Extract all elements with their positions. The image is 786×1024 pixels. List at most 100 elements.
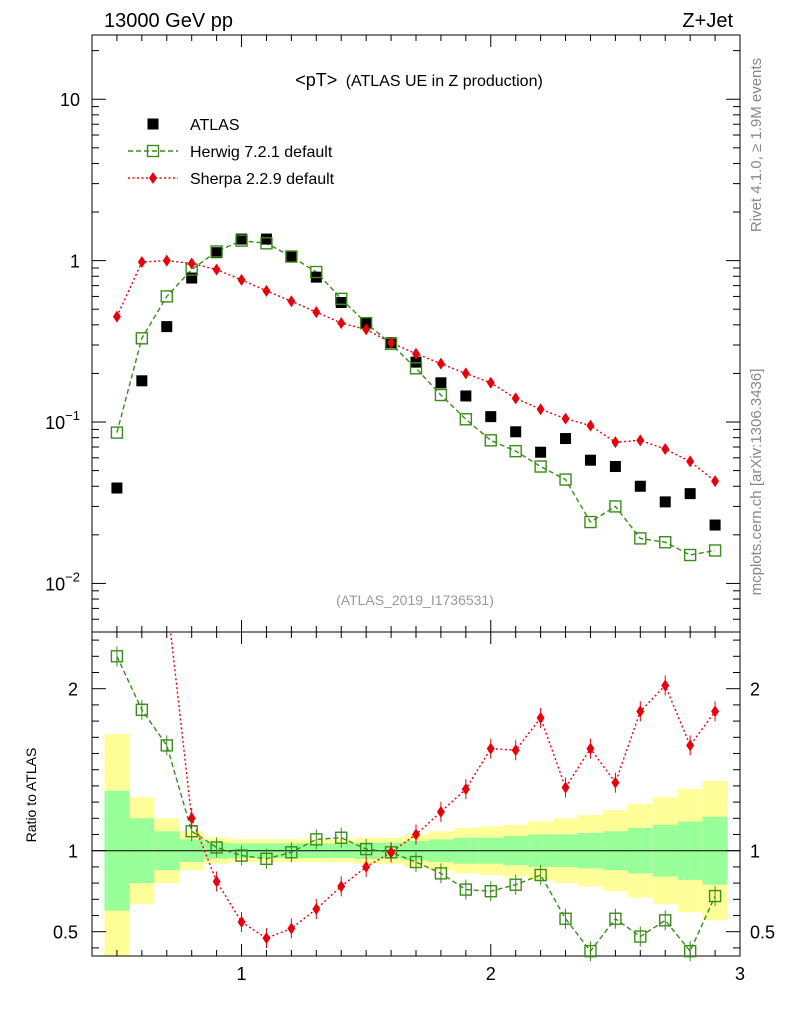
main-point	[711, 475, 720, 488]
ratio-point	[310, 833, 323, 846]
legend-label: ATLAS	[190, 117, 240, 134]
ratio-point	[459, 883, 473, 896]
main-point	[287, 295, 296, 308]
ratio-point	[285, 846, 298, 859]
ratio-point	[536, 711, 545, 724]
ratio-point	[312, 903, 321, 916]
main-point	[337, 317, 346, 330]
ratio-y-tick-label: 1	[68, 842, 78, 862]
ratio-point	[212, 875, 221, 888]
main-point	[312, 306, 321, 319]
main-series-line	[116, 259, 716, 482]
main-point	[210, 245, 223, 258]
main-point	[310, 265, 323, 279]
ratio-y-tick-label: 0.5	[53, 923, 78, 943]
ratio-y-tick-label-right: 1	[750, 842, 760, 862]
ratio-point	[534, 868, 547, 882]
ratio-point	[609, 912, 622, 925]
main-y-tick-label: 10−2	[45, 569, 80, 594]
ratio-point	[287, 922, 296, 935]
main-point	[659, 496, 671, 508]
ratio-point	[711, 705, 720, 718]
ratio-point	[237, 915, 246, 928]
tick-base: 10	[45, 413, 65, 433]
main-point	[112, 310, 121, 323]
main-point	[161, 321, 173, 333]
ratio-point	[511, 744, 520, 757]
main-point	[235, 234, 248, 247]
main-point	[485, 411, 497, 423]
ratio-y-tick-label: 2	[68, 680, 78, 700]
main-point	[285, 250, 298, 263]
tick-base: 10	[60, 90, 80, 110]
ratio-point	[708, 889, 722, 903]
main-point	[434, 388, 448, 402]
ratio-point	[210, 841, 223, 854]
main-point	[186, 272, 198, 284]
main-point	[611, 436, 620, 449]
main-point	[634, 532, 647, 545]
main-point	[509, 444, 522, 458]
main-point	[511, 392, 520, 405]
main-point	[460, 390, 472, 402]
main-point	[360, 317, 372, 329]
ratio-point	[262, 932, 271, 945]
main-point	[661, 443, 670, 456]
main-point	[584, 515, 597, 529]
main-point	[686, 455, 695, 468]
main-point	[484, 434, 497, 447]
main-point	[160, 290, 173, 303]
legend-label: Herwig 7.2.1 default	[190, 144, 333, 161]
legend-marker	[149, 172, 157, 184]
main-y-tick-label: 10−1	[45, 408, 80, 433]
tick-base: 1	[70, 252, 80, 272]
ratio-y-tick-label-right: 0.5	[750, 923, 775, 943]
main-point	[535, 446, 547, 458]
plot-title-main: <pT>	[295, 70, 337, 90]
main-y-tick-label: 10	[60, 90, 80, 110]
main-point	[659, 536, 672, 549]
ratio-point	[634, 930, 647, 943]
side-label-bottom: mcplots.cern.ch [arXiv:1306.3436]	[748, 369, 765, 596]
ratio-point	[160, 739, 173, 752]
ratio-series-line	[169, 632, 716, 939]
ratio-y-tick-label-right: 2	[750, 680, 760, 700]
main-point	[683, 548, 697, 562]
ratio-panel-frame	[91, 631, 741, 957]
ratio-point	[561, 781, 570, 794]
main-point	[335, 297, 347, 309]
header-right: Z+Jet	[682, 10, 733, 32]
ratio-point	[484, 885, 497, 898]
main-point	[409, 362, 423, 375]
main-point	[461, 367, 470, 380]
main-point	[584, 454, 596, 466]
ratio-point	[659, 914, 672, 927]
main-point	[609, 500, 622, 513]
plot-title: <pT> (ATLAS UE in Z production)	[295, 70, 543, 90]
main-point	[634, 480, 646, 492]
main-point	[486, 376, 495, 389]
legend-marker	[147, 118, 159, 130]
main-point	[459, 413, 473, 426]
ratio-point	[661, 679, 670, 692]
side-label-top: Rivet 4.1.0, ≥ 1.9M events	[748, 58, 765, 232]
tick-exponent: −1	[65, 408, 80, 423]
main-point	[636, 434, 645, 447]
ratio-point	[187, 812, 196, 825]
ratio-point	[335, 831, 348, 844]
ratio-point	[586, 742, 595, 755]
main-point	[135, 332, 149, 345]
main-point	[510, 426, 522, 438]
main-point	[260, 237, 273, 250]
ratio-point	[387, 846, 396, 859]
ratio-point	[509, 878, 522, 891]
ratio-point	[461, 783, 470, 796]
main-point	[708, 544, 722, 557]
ratio-point	[359, 842, 373, 856]
main-point	[709, 519, 721, 531]
ratio-y-label: Ratio to ATLAS	[23, 748, 39, 843]
ratio-point	[362, 860, 371, 873]
main-point	[335, 292, 348, 306]
x-tick-label: 3	[735, 964, 745, 984]
